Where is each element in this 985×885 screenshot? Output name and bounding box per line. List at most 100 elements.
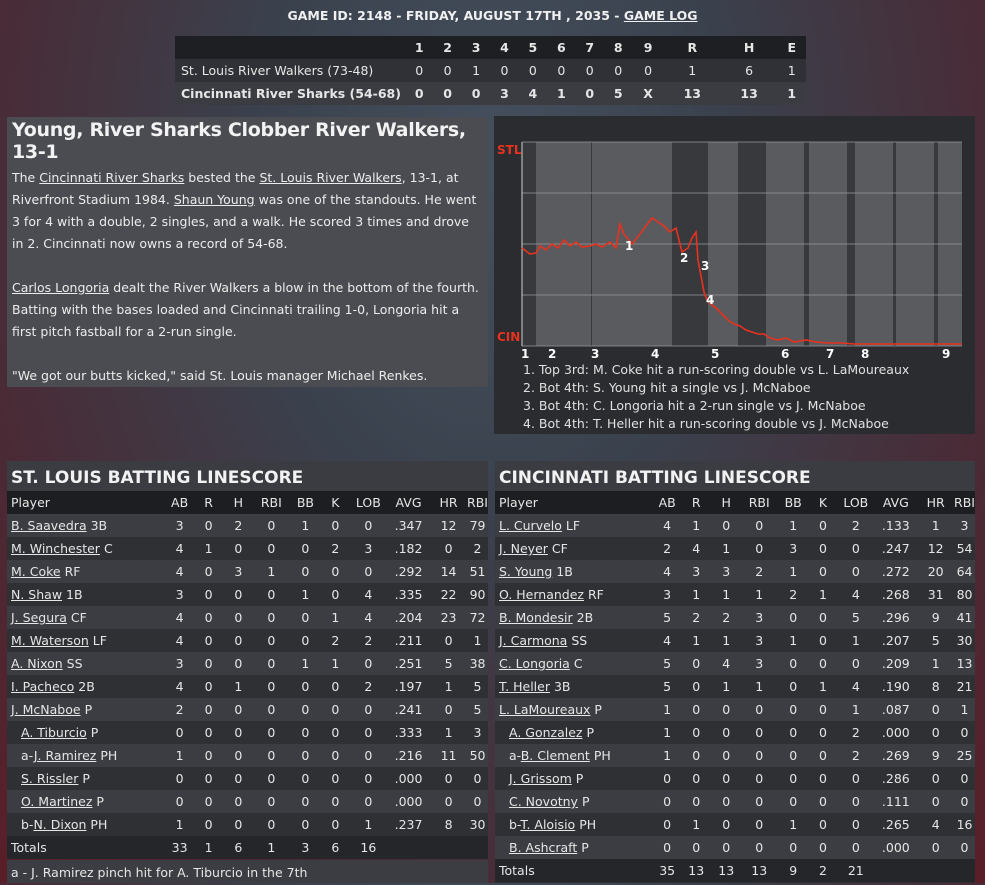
recap-text: bested the xyxy=(184,170,260,185)
team-link-stlouis[interactable]: St. Louis River Walkers xyxy=(259,170,402,185)
player-name-link[interactable]: A. Nixon xyxy=(11,656,63,671)
player-name-link[interactable]: B. Mondesir xyxy=(499,610,573,625)
stat-cell: .241 xyxy=(394,702,423,717)
player-name-link[interactable]: B. Clement xyxy=(520,748,590,763)
player-name-link[interactable]: M. Coke xyxy=(11,564,61,579)
stat-cell: 0 xyxy=(931,771,940,786)
stat-cell: 0 xyxy=(444,541,453,556)
stat-cell: .111 xyxy=(881,794,910,809)
player-name-link[interactable]: B. Ashcraft xyxy=(509,840,578,855)
stat-cell: 4 xyxy=(364,587,373,602)
linescore-team-name: St. Louis River Walkers (73-48) xyxy=(175,59,405,82)
stat-cell: 0 xyxy=(931,702,940,717)
stat-cell: 3 xyxy=(692,564,701,579)
stat-cell: 0 xyxy=(267,725,276,740)
stl-player-row: O. Martinez P 0 0 0 0 0 0 0 .000 0 0 xyxy=(7,790,488,813)
game-recap: Young, River Sharks Clobber River Walker… xyxy=(7,117,488,387)
totals-cell: 13 xyxy=(711,859,741,882)
cin-totals-row: Totals 35 13 13 13 9 2 21 xyxy=(495,859,975,882)
stat-cell: 3 xyxy=(722,564,731,579)
player-link-shaun-young[interactable]: Shaun Young xyxy=(173,192,255,207)
stat-cell: 2 xyxy=(755,564,764,579)
stat-cell: 79 xyxy=(469,518,486,533)
player-name-link[interactable]: J. Neyer xyxy=(499,541,548,556)
player-name-link[interactable]: B. Saavedra xyxy=(11,518,87,533)
linescore-cell: 13 xyxy=(720,82,778,105)
player-name-link[interactable]: L. LaMoureaux xyxy=(499,702,591,717)
player-name-link[interactable]: J. McNaboe xyxy=(11,702,81,717)
player-name-link[interactable]: L. Curvelo xyxy=(499,518,562,533)
stat-cell: 0 xyxy=(204,518,213,533)
player-name-link[interactable]: O. Martinez xyxy=(21,794,93,809)
stat-cell: 90 xyxy=(469,587,486,602)
player-name-link[interactable]: M. Waterson xyxy=(11,633,89,648)
linescore-col-header: R xyxy=(687,40,698,55)
cin-player-row: C. Novotny P 0 0 0 0 0 0 0 .111 0 0 xyxy=(495,790,975,813)
event-marker: 4 xyxy=(706,293,714,307)
player-name-link[interactable]: I. Pacheco xyxy=(11,679,75,694)
player-name-link[interactable]: S. Rissler xyxy=(21,771,79,786)
stat-cell: 4 xyxy=(175,610,184,625)
player-name-link[interactable]: N. Dixon xyxy=(33,817,87,832)
stat-cell: 20 xyxy=(927,564,944,579)
player-name-link[interactable]: C. Longoria xyxy=(499,656,570,671)
stat-cell: .335 xyxy=(394,587,423,602)
stat-cell: 0 xyxy=(204,610,213,625)
team-link-cincinnati[interactable]: Cincinnati River Sharks xyxy=(39,170,185,185)
player-name-link[interactable]: S. Young xyxy=(499,564,553,579)
stat-cell: 0 xyxy=(692,656,701,671)
stat-cell: 12 xyxy=(440,518,457,533)
player-name-link[interactable]: T. Aloisio xyxy=(520,817,576,832)
player-name-link[interactable]: J. Grissom xyxy=(509,771,572,786)
stat-cell: 0 xyxy=(818,748,827,763)
stat-cell: 0 xyxy=(331,587,340,602)
stat-cell: 0 xyxy=(267,518,276,533)
cin-player-row: B. Mondesir 2B 5 2 2 3 0 0 5 .296 9 41 xyxy=(495,606,975,629)
player-name-link[interactable]: T. Heller xyxy=(499,679,550,694)
stat-cell: 1 xyxy=(851,702,860,717)
stat-cell: 0 xyxy=(444,702,453,717)
linescore-cell: 0 xyxy=(547,59,576,82)
totals-cell xyxy=(467,836,488,859)
player-cell: A. Tiburcio P xyxy=(7,721,166,744)
stat-cell: 38 xyxy=(469,656,486,671)
player-name-link[interactable]: O. Hernandez xyxy=(499,587,584,602)
player-name-link[interactable]: J. Segura xyxy=(11,610,67,625)
stat-cell: 3 xyxy=(473,725,482,740)
player-position: SS xyxy=(571,633,588,648)
player-position: P xyxy=(575,771,584,786)
player-name-link[interactable]: N. Shaw xyxy=(11,587,63,602)
stat-cell: 0 xyxy=(692,794,701,809)
player-name-link[interactable]: J. Ramirez xyxy=(33,748,97,763)
stat-cell: 2 xyxy=(175,702,184,717)
win-probability-chart: STL CIN 1 2 3 4 1 2 3 4 5 6 7 8 9 1. Top 3rd: M. Coke … xyxy=(494,116,975,434)
stat-cell: 1 xyxy=(722,541,731,556)
stat-cell: 3 xyxy=(663,587,672,602)
stat-cell: .347 xyxy=(394,518,423,533)
linescore-cell: 1 xyxy=(777,82,806,105)
stat-cell: 0 xyxy=(789,679,798,694)
player-name-link[interactable]: C. Novotny xyxy=(509,794,578,809)
stat-cell: 0 xyxy=(204,564,213,579)
stl-batting-table: Player AB R H RBI BB K LOB AVG HR RBI B. Saavedra … xyxy=(7,491,488,859)
stat-cell: .000 xyxy=(394,794,423,809)
recap-text: The xyxy=(12,170,40,185)
stl-player-row: A. Tiburcio P 0 0 0 0 0 0 0 .333 1 3 xyxy=(7,721,488,744)
player-name-link[interactable]: A. Gonzalez xyxy=(509,725,583,740)
player-name-link[interactable]: M. Winchester xyxy=(11,541,100,556)
stat-cell: 0 xyxy=(818,518,827,533)
linescore-cell: 1 xyxy=(777,59,806,82)
stat-cell: 2 xyxy=(234,518,243,533)
player-link-carlos-longoria[interactable]: Carlos Longoria xyxy=(12,280,110,295)
stat-cell: 3 xyxy=(234,564,243,579)
player-name-link[interactable]: A. Tiburcio xyxy=(21,725,87,740)
stat-cell: 1 xyxy=(663,702,672,717)
linescore-col-header: 2 xyxy=(443,40,452,55)
totals-cell xyxy=(954,859,975,882)
player-name-link[interactable]: J. Carmona xyxy=(499,633,568,648)
linescore-col-header: 9 xyxy=(643,40,653,55)
game-log-link[interactable]: GAME LOG xyxy=(623,8,698,23)
player-cell: B. Saavedra 3B xyxy=(7,514,166,537)
player-cell: L. Curvelo LF xyxy=(495,514,654,537)
game-header-text: GAME ID: 2148 - FRIDAY, AUGUST 17TH , 20… xyxy=(287,8,624,23)
